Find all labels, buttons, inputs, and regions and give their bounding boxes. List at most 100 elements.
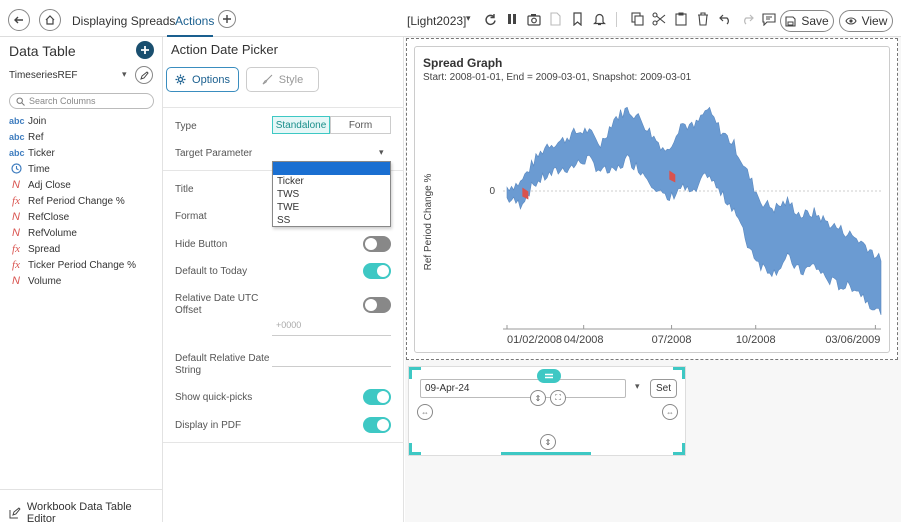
copy-icon[interactable] [629,11,645,27]
pause-icon[interactable] [504,11,520,27]
column-item-refvolume[interactable]: N RefVolume [9,226,77,240]
column-label: Ref [28,131,44,143]
corner-handle-bl[interactable] [409,443,421,455]
scissors-icon[interactable] [651,11,667,27]
formula-icon: fx [12,195,20,207]
spread-chart-svg: Ref Period Change % 0 01/02/2008 04/2008 0… [423,106,882,346]
quick-picks-toggle[interactable] [363,389,391,405]
tab-style-label: Style [278,73,304,86]
column-item-ref[interactable]: abc Ref [9,130,44,144]
back-button[interactable] [8,9,30,31]
column-label: Adj Close [28,179,71,191]
chevron-down-icon[interactable]: ▾ [379,147,384,157]
dropdown-option-ticker[interactable]: Ticker [277,176,304,187]
refresh-icon[interactable] [482,11,498,27]
edit-table-button[interactable] [135,66,153,84]
x-tick-label-2: 07/2008 [652,334,692,346]
column-item-ticker-period-change[interactable]: fx Ticker Period Change % [9,258,136,272]
default-today-toggle[interactable] [363,263,391,279]
utc-offset-toggle[interactable] [363,297,391,313]
column-item-spread[interactable]: fx Spread [9,242,60,256]
breadcrumb-displaying-spreads[interactable]: Displaying Spreads [72,14,176,28]
set-button[interactable]: Set [650,379,677,398]
add-column-button[interactable] [136,41,154,59]
add-tab-button[interactable] [218,10,236,28]
display-pdf-toggle[interactable] [363,417,391,433]
settings-title: Action Date Picker [171,42,278,57]
column-label: Volume [28,275,62,287]
resize-left-handle[interactable]: ⇔ [417,404,433,420]
spread-area [506,106,882,315]
top-toolbar: Displaying Spreads Actions [Light2023] ▾… [0,0,901,37]
corner-handle-tr[interactable] [673,367,685,379]
view-button[interactable]: View [839,10,893,32]
utc-offset-label: Relative Date UTC Offset [175,293,259,316]
save-button[interactable]: Save [780,10,834,32]
default-relative-input[interactable] [272,351,391,367]
target-parameter-dropdown[interactable]: Ticker TWS TWE SS [272,161,391,227]
footer-divider [0,489,163,490]
text-type-icon: abc [9,132,25,142]
column-item-time[interactable]: Time [9,162,50,176]
dashboard-canvas: Spread Graph Start: 2008-01-01, End = 20… [405,37,901,522]
column-label: Time [28,163,50,175]
chevron-down-icon[interactable]: ▾ [122,69,127,79]
spread-graph-container[interactable]: Spread Graph Start: 2008-01-01, End = 20… [406,38,898,360]
snapshot-icon[interactable] [526,11,542,27]
default-today-label: Default to Today [175,266,248,277]
trash-icon[interactable] [695,11,711,27]
home-icon [45,15,55,25]
hide-button-toggle[interactable] [363,236,391,252]
chevron-down-icon[interactable]: ▾ [635,381,640,391]
type-form-button[interactable]: Form [330,116,391,134]
utc-offset-input[interactable]: +0000 [272,320,391,336]
plus-icon [223,15,231,23]
resize-bottom-handle[interactable]: ⇕ [540,434,556,450]
workbook-editor-link[interactable]: Workbook Data Table Editor [9,501,162,525]
bell-icon[interactable] [591,11,607,27]
date-input[interactable]: 09-Apr-24 [420,379,626,398]
search-columns-box[interactable]: Search Columns [9,93,154,109]
format-label: Format [175,211,207,222]
column-item-join[interactable]: abc Join [9,114,46,128]
dropdown-option-ss[interactable]: SS [277,215,291,226]
column-label: Ticker [28,147,55,159]
eye-icon [844,17,857,25]
column-item-volume[interactable]: N Volume [9,274,61,288]
column-item-refclose[interactable]: N RefClose [9,210,69,224]
dropdown-option-tws[interactable]: TWS [277,189,300,200]
home-button[interactable] [39,9,61,31]
numeric-type-icon: N [12,275,20,287]
corner-handle-br[interactable] [673,443,685,455]
column-label: Spread [28,243,61,255]
date-picker-widget[interactable]: 09-Apr-24 ▾ Set ⇕ ⛶ ⇔ ⇔ ⇕ [408,366,686,456]
resize-right-handle[interactable]: ⇔ [662,404,678,420]
bookmark-icon[interactable] [569,11,585,27]
corner-handle-tl[interactable] [409,367,421,379]
move-handle[interactable] [537,369,561,383]
chevron-down-icon[interactable]: ▾ [466,13,471,23]
bottom-edge-handle[interactable] [501,452,591,455]
dropdown-option-twe[interactable]: TWE [277,202,300,213]
comment-icon[interactable] [761,11,777,27]
theme-selector[interactable]: [Light2023] [407,14,467,28]
column-item-ticker[interactable]: abc Ticker [9,146,55,160]
x-tick-label-0: 01/02/2008 [507,334,562,346]
search-input[interactable]: Search Columns [29,96,96,106]
column-item-adj-close[interactable]: N Adj Close [9,178,71,192]
undo-icon[interactable] [717,11,733,27]
paste-icon[interactable] [673,11,689,27]
tab-actions[interactable]: Actions [175,14,215,28]
table-name[interactable]: TimeseriesREF [9,70,78,81]
tab-options[interactable]: Options [166,67,239,92]
column-item-ref-period-change[interactable]: fx Ref Period Change % [9,194,125,208]
dropdown-option-empty[interactable] [273,162,390,175]
arrow-left-icon [14,16,23,24]
resize-vertical-handle[interactable]: ⇕ [530,390,546,406]
tab-style[interactable]: Style [246,67,319,92]
expand-icon[interactable]: ⛶ [550,390,566,406]
clock-icon [9,162,23,176]
chart-title: Spread Graph [423,56,503,70]
type-standalone-button[interactable]: Standalone [272,116,330,134]
text-type-icon: abc [9,148,25,158]
